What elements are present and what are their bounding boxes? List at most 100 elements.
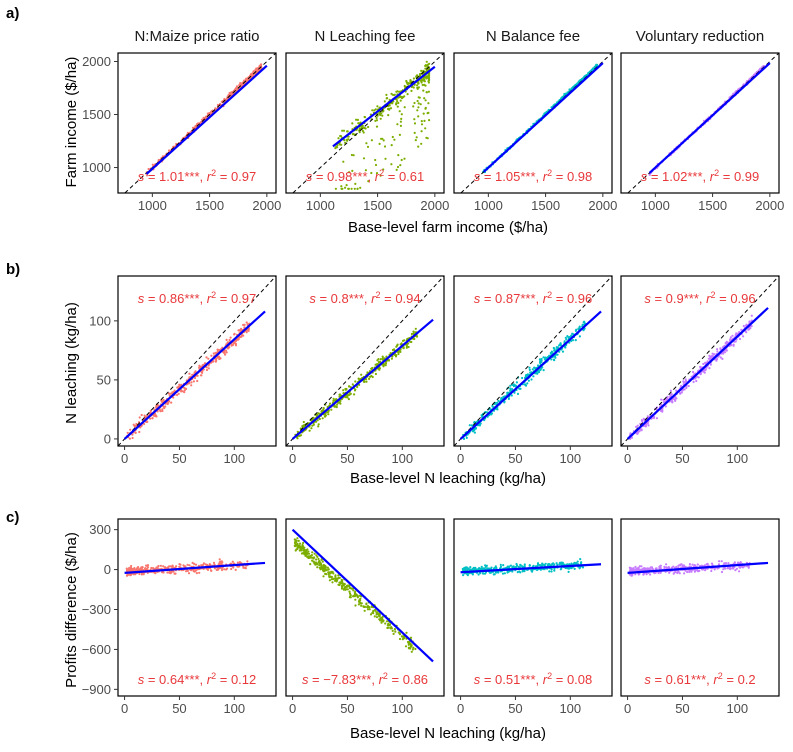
data-point: [379, 617, 382, 621]
x-tick-label: 1000: [138, 198, 167, 213]
data-point: [415, 335, 419, 338]
data-point: [735, 567, 739, 570]
data-point: [210, 354, 213, 357]
data-point: [424, 106, 427, 109]
data-point: [171, 564, 174, 567]
data-point: [577, 328, 580, 331]
data-point: [420, 120, 423, 123]
data-point: [575, 83, 578, 86]
data-point: [509, 564, 512, 567]
data-point: [356, 385, 359, 389]
x-tick-label: 0: [289, 701, 296, 716]
data-point: [413, 131, 416, 134]
data-point: [239, 82, 242, 85]
data-point: [682, 380, 685, 383]
data-point: [223, 351, 226, 354]
data-point: [637, 569, 640, 572]
regression-line: [627, 561, 769, 574]
data-point: [679, 563, 682, 566]
data-point: [412, 86, 415, 89]
data-point: [531, 568, 534, 572]
data-point: [631, 574, 634, 577]
data-point: [138, 416, 141, 419]
data-point: [151, 417, 154, 420]
data-point: [382, 365, 385, 368]
data-point: [566, 335, 569, 338]
data-point: [307, 556, 310, 560]
x-tick-label: 2000: [588, 198, 617, 213]
data-point: [428, 119, 431, 122]
data-point: [664, 405, 667, 408]
data-point: [129, 428, 132, 431]
row-label-a: a): [6, 5, 19, 22]
data-point: [200, 564, 203, 567]
data-point: [162, 398, 165, 401]
data-point: [704, 569, 707, 572]
data-point: [661, 410, 664, 413]
regression-line: [291, 528, 434, 663]
data-point: [393, 628, 396, 631]
y-tick-label: −300: [82, 602, 111, 617]
data-point: [333, 577, 336, 580]
data-point: [177, 392, 180, 395]
x-tick-label: 100: [223, 451, 245, 466]
data-point: [726, 567, 729, 570]
data-point: [572, 562, 576, 565]
data-point: [391, 348, 394, 352]
data-point: [668, 567, 671, 570]
data-point: [669, 389, 672, 392]
data-point: [683, 572, 686, 575]
data-point: [727, 562, 730, 565]
regression-line: [483, 62, 604, 173]
data-point: [519, 387, 522, 390]
data-point: [214, 351, 217, 354]
data-point: [350, 153, 353, 157]
data-point: [226, 97, 229, 100]
data-point: [186, 563, 189, 566]
panel-border: [620, 52, 780, 194]
data-point: [383, 100, 386, 103]
data-point: [474, 566, 477, 570]
x-tick-label: 50: [675, 451, 689, 466]
data-point: [390, 357, 393, 360]
x-tick-label: 1000: [474, 198, 503, 213]
identity-line: [621, 276, 779, 446]
data-point: [138, 430, 141, 434]
data-point: [296, 537, 299, 540]
data-point: [324, 568, 327, 571]
data-point: [398, 133, 401, 136]
data-point: [147, 167, 150, 171]
data-point: [545, 357, 548, 360]
data-point: [347, 187, 350, 190]
y-axis-title-row-a: Farm income ($/ha): [63, 57, 80, 188]
data-point: [501, 572, 505, 575]
data-point: [130, 566, 133, 569]
data-point: [691, 563, 694, 566]
data-point: [395, 98, 398, 101]
data-point: [363, 115, 366, 119]
data-point: [420, 81, 423, 84]
data-point: [382, 168, 385, 171]
data-point: [136, 568, 139, 571]
data-point: [246, 560, 249, 563]
data-point: [675, 397, 678, 400]
data-point: [199, 374, 203, 377]
x-tick-label: 0: [121, 701, 128, 716]
data-point: [128, 437, 131, 440]
data-point: [342, 389, 345, 392]
data-point: [730, 344, 733, 347]
data-point: [362, 605, 365, 608]
data-point: [316, 555, 319, 559]
data-point: [163, 406, 166, 410]
data-point: [344, 141, 347, 144]
data-point: [177, 385, 180, 388]
data-point: [236, 561, 239, 564]
data-point: [426, 63, 429, 66]
data-point: [694, 569, 697, 572]
data-point: [294, 549, 297, 552]
data-point: [596, 64, 599, 67]
